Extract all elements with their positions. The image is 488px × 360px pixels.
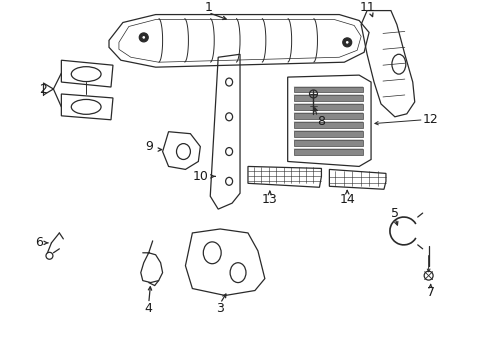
Text: 10: 10	[192, 170, 208, 183]
Bar	[293, 113, 363, 119]
Text: 12: 12	[422, 113, 438, 126]
Ellipse shape	[342, 38, 351, 47]
Text: 8: 8	[317, 115, 325, 128]
Bar	[293, 86, 363, 92]
Ellipse shape	[139, 33, 148, 42]
Bar	[293, 131, 363, 137]
Text: 4: 4	[144, 302, 152, 315]
Bar	[293, 149, 363, 154]
Text: 9: 9	[144, 140, 152, 153]
Text: 14: 14	[339, 193, 354, 206]
Text: 1: 1	[204, 1, 212, 14]
Bar	[293, 122, 363, 128]
Ellipse shape	[142, 35, 145, 39]
Bar	[293, 95, 363, 101]
Text: 5: 5	[390, 207, 398, 220]
Text: 3: 3	[216, 302, 224, 315]
Text: 13: 13	[262, 193, 277, 206]
Bar	[293, 140, 363, 145]
Ellipse shape	[345, 40, 348, 44]
Text: 7: 7	[426, 286, 434, 299]
Text: 6: 6	[36, 237, 43, 249]
Bar	[293, 104, 363, 110]
Text: 11: 11	[359, 1, 374, 14]
Text: 2: 2	[40, 82, 47, 95]
